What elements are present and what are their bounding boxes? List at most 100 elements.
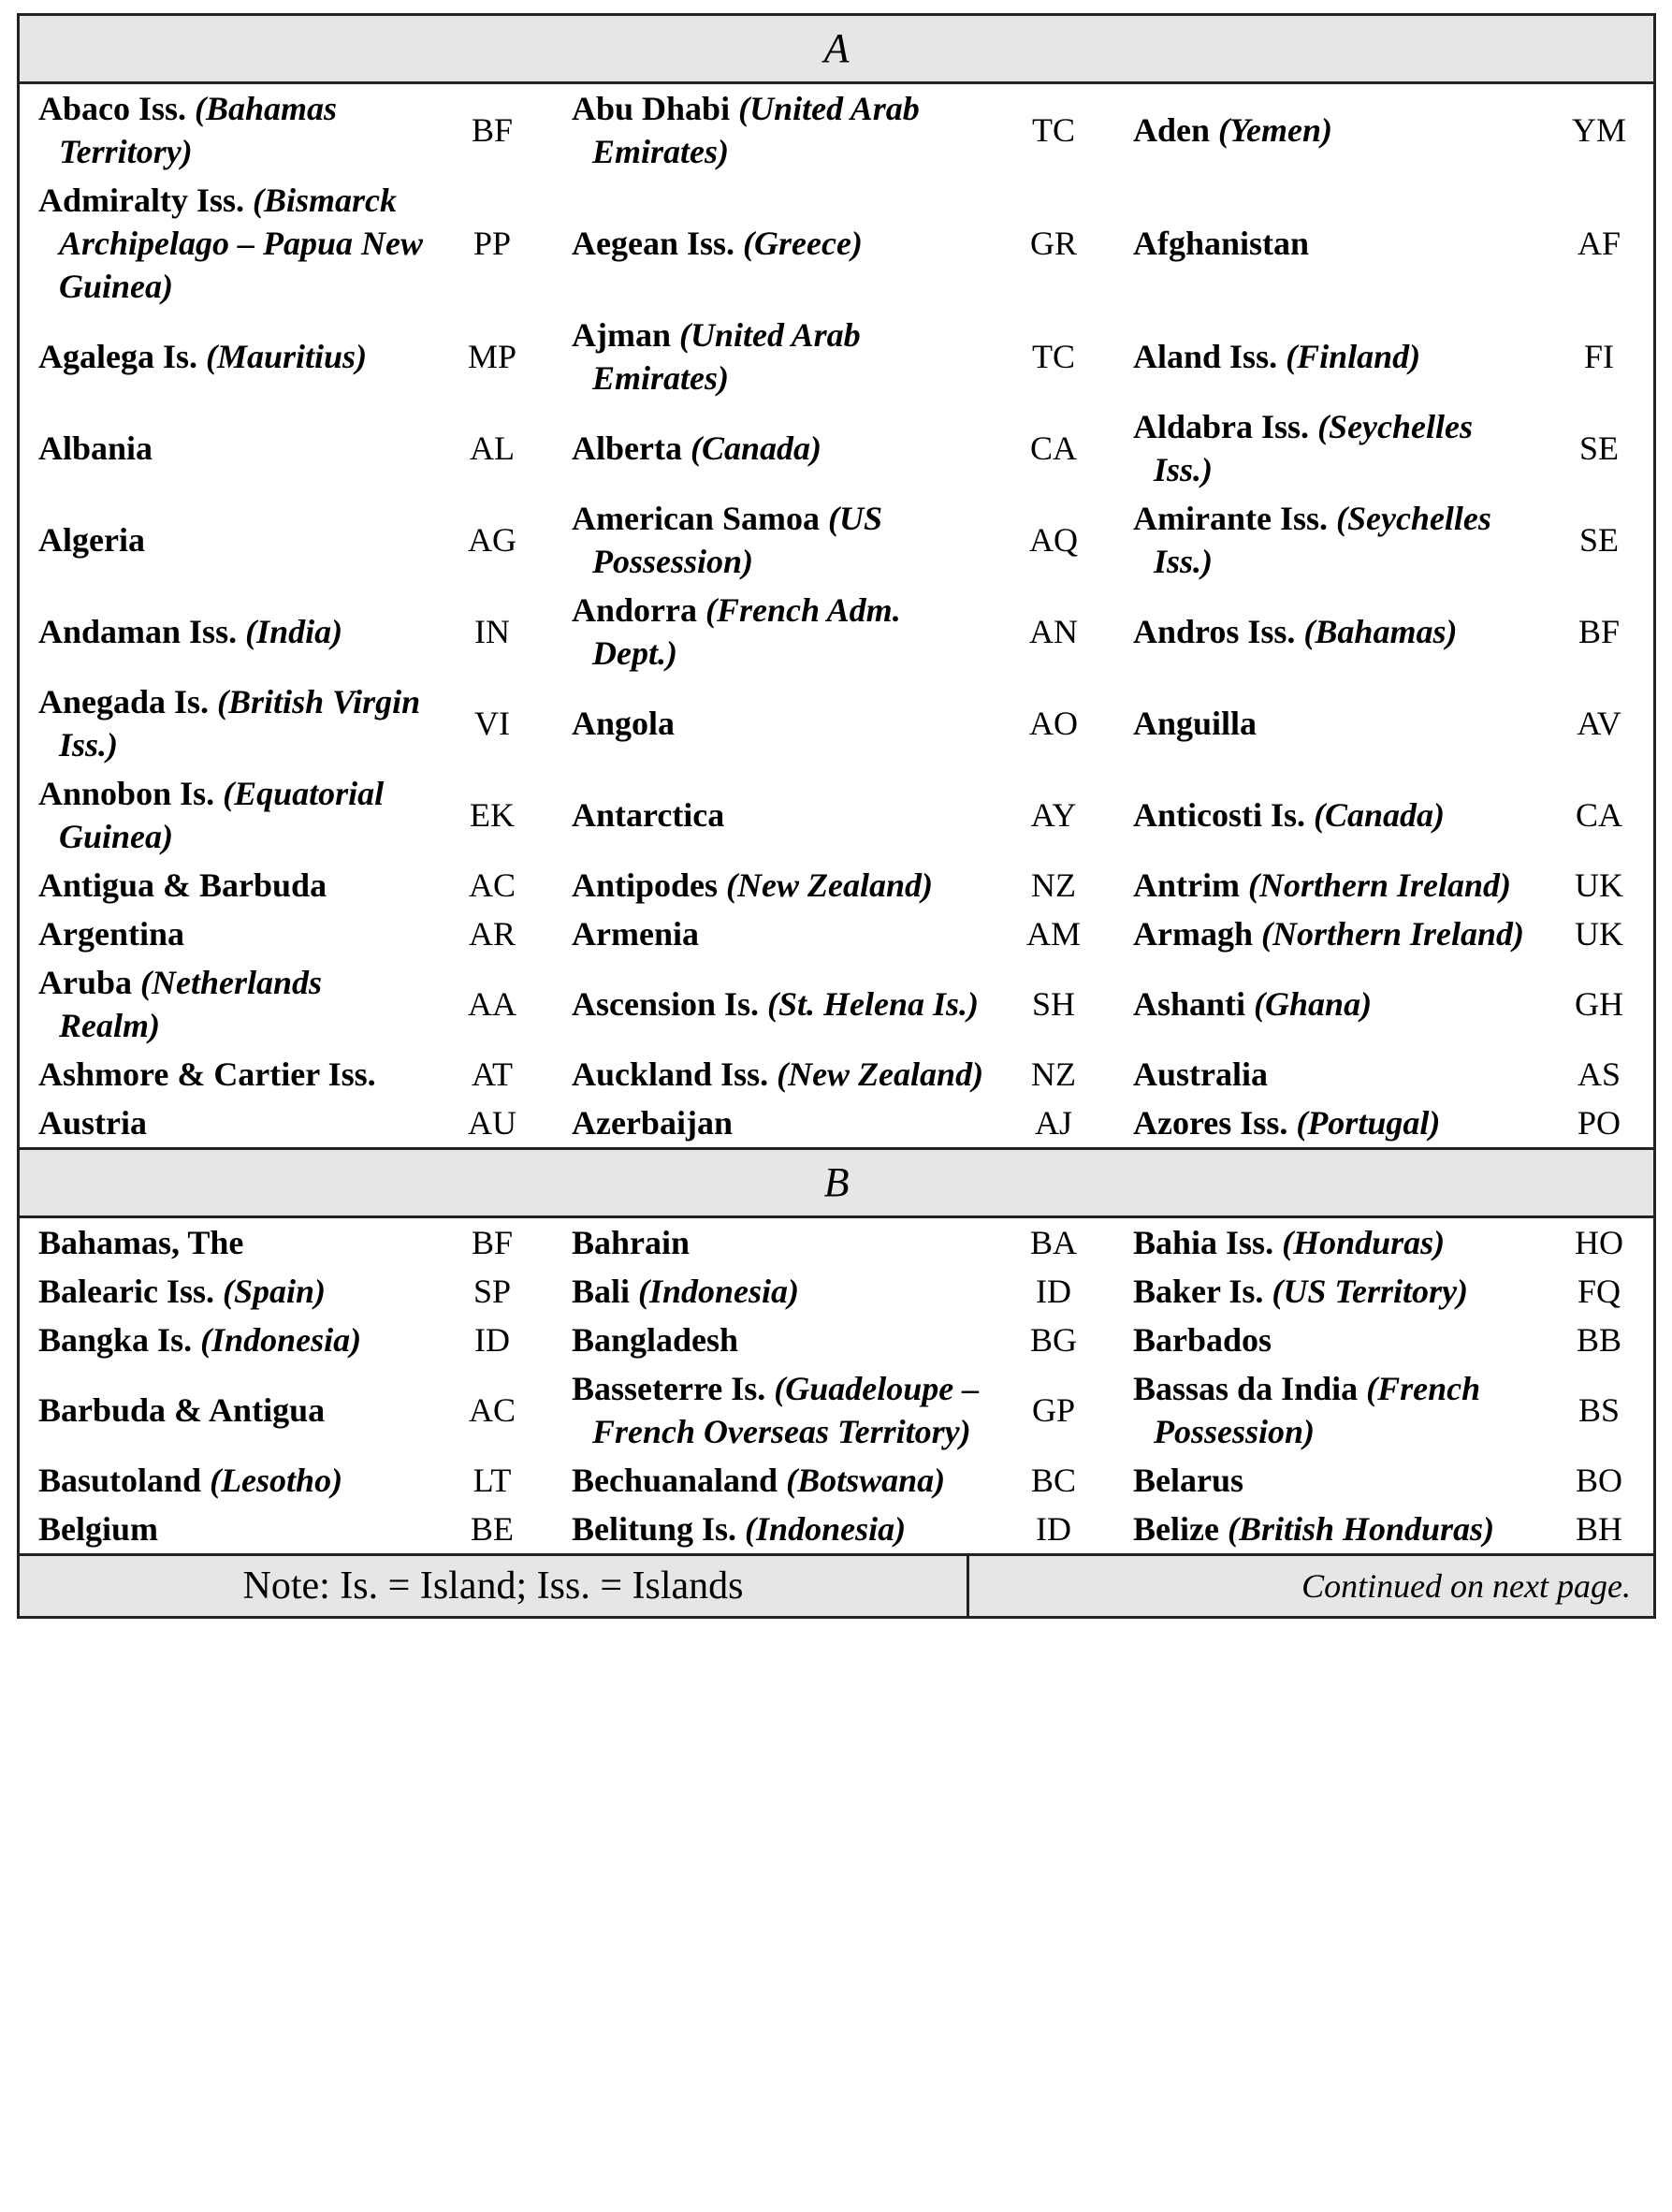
entry-text: Aruba (Netherlands Realm) xyxy=(38,961,426,1047)
place-name: Austria xyxy=(38,1104,147,1142)
entry-text: Anticosti Is. (Canada) xyxy=(1133,793,1539,837)
entry-row: Austria AU Azerbaijan AJ Azores Iss. (Portug… xyxy=(20,1099,1653,1149)
entry-name: American Samoa (US Possession) xyxy=(553,494,993,586)
entry-text: Bassas da India (French Possession) xyxy=(1133,1367,1539,1453)
place-name: Azerbaijan xyxy=(572,1104,733,1142)
entry-name: Antigua & Barbuda xyxy=(20,861,431,910)
country-code: UK xyxy=(1575,866,1624,904)
entry-text: Ascension Is. (St. Helena Is.) xyxy=(572,982,987,1026)
country-code: BH xyxy=(1576,1510,1623,1548)
entry-text: Annobon Is. (Equatorial Guinea) xyxy=(38,772,426,858)
entry-name: Bahrain xyxy=(553,1217,993,1268)
entry-name: Australia xyxy=(1114,1050,1545,1099)
entry-name: Aldabra Iss. (Seychelles Iss.) xyxy=(1114,402,1545,494)
entry-text: Bechuanaland (Botswana) xyxy=(572,1459,987,1502)
country-code: CA xyxy=(1576,796,1623,834)
place-note: (US Possession) xyxy=(592,500,882,580)
entry-name: Andaman Iss. (India) xyxy=(20,586,431,677)
index-table: A Abaco Iss. (Bahamas Territory) BF Abu Dha… xyxy=(17,13,1656,1619)
entry-text: Austria xyxy=(38,1101,426,1144)
entry-name: Balearic Iss. (Spain) xyxy=(20,1267,431,1316)
entry-name: Antrim (Northern Ireland) xyxy=(1114,861,1545,910)
place-note: (Ghana) xyxy=(1254,985,1373,1023)
place-name: Armenia xyxy=(572,915,699,953)
entry-text: Bangladesh xyxy=(572,1318,987,1361)
place-note: (Lesotho) xyxy=(210,1462,343,1499)
entry-row: Agalega Is. (Mauritius) MP Ajman (United A… xyxy=(20,311,1653,402)
country-code: GR xyxy=(1029,225,1077,262)
place-note: (New Zealand) xyxy=(726,866,934,904)
place-name: Angola xyxy=(572,705,676,742)
place-name: Australia xyxy=(1133,1055,1268,1093)
country-code: SH xyxy=(1031,985,1076,1023)
entry-name: Angola xyxy=(553,677,993,769)
entry-name: Bahia Iss. (Honduras) xyxy=(1114,1217,1545,1268)
place-name: Anticosti Is. xyxy=(1133,796,1306,834)
place-note: (British Virgin Iss.) xyxy=(59,683,421,764)
place-note: (French Adm. Dept.) xyxy=(592,591,901,672)
entry-name: Austria xyxy=(20,1099,431,1149)
country-code: BA xyxy=(1029,1224,1077,1261)
place-name: Andaman Iss. xyxy=(38,613,238,650)
country-code: BF xyxy=(1578,613,1621,650)
entry-text: Aden (Yemen) xyxy=(1133,109,1539,152)
place-note: (French Possession) xyxy=(1154,1370,1481,1450)
country-code: CA xyxy=(1029,429,1077,467)
country-code: AA xyxy=(468,985,516,1023)
country-code: PP xyxy=(473,225,512,262)
country-code: AL xyxy=(470,429,515,467)
entry-text: Belize (British Honduras) xyxy=(1133,1507,1539,1550)
place-note: (Canada) xyxy=(690,429,821,467)
entry-row: Anegada Is. (British Virgin Iss.) VI Angol… xyxy=(20,677,1653,769)
entry-text: Antarctica xyxy=(572,793,987,837)
country-code: NZ xyxy=(1031,1055,1076,1093)
entry-name: Bangka Is. (Indonesia) xyxy=(20,1316,431,1364)
country-code: AF xyxy=(1577,225,1621,262)
entry-text: Afghanistan xyxy=(1133,222,1539,265)
entry-name: Belgium xyxy=(20,1505,431,1553)
place-note: (United Arab Emirates) xyxy=(592,316,861,397)
entry-row: Argentina AR Armenia AM Armagh (Northern Ire… xyxy=(20,910,1653,958)
country-code: ID xyxy=(474,1321,510,1359)
section-header: A xyxy=(20,16,1654,84)
place-note: (Greece) xyxy=(743,225,863,262)
country-code: AS xyxy=(1577,1055,1621,1093)
place-name: Annobon Is. xyxy=(38,775,215,812)
country-code: AR xyxy=(468,915,516,953)
country-code: BS xyxy=(1578,1391,1621,1429)
entry-text: Abaco Iss. (Bahamas Territory) xyxy=(38,87,426,173)
place-name: Anguilla xyxy=(1133,705,1258,742)
place-name: Bassas da India xyxy=(1133,1370,1359,1407)
entry-name: Ashanti (Ghana) xyxy=(1114,958,1545,1050)
entry-text: Belgium xyxy=(38,1507,426,1550)
country-code: BF xyxy=(471,111,514,149)
place-note: (United Arab Emirates) xyxy=(592,90,920,170)
country-code: AG xyxy=(468,521,516,559)
place-name: Bahia Iss. xyxy=(1133,1224,1274,1261)
entry-name: Bechuanaland (Botswana) xyxy=(553,1456,993,1505)
entry-name: Azerbaijan xyxy=(553,1099,993,1149)
entry-text: Bahrain xyxy=(572,1221,987,1264)
place-name: American Samoa xyxy=(572,500,820,537)
entry-row: Admiralty Iss. (Bismarck Archipelago – P… xyxy=(20,176,1653,311)
country-code: UK xyxy=(1575,915,1624,953)
place-name: Auckland Iss. xyxy=(572,1055,769,1093)
place-name: Argentina xyxy=(38,915,184,953)
entry-name: Armenia xyxy=(553,910,993,958)
place-note: (Yemen) xyxy=(1218,111,1332,149)
place-name: Aegean Iss. xyxy=(572,225,735,262)
place-name: Aden xyxy=(1133,111,1211,149)
entry-row: Antigua & Barbuda AC Antipodes (New Zealan… xyxy=(20,861,1653,910)
place-name: Anegada Is. xyxy=(38,683,210,720)
country-code: AC xyxy=(468,866,516,904)
place-name: Ascension Is. xyxy=(572,985,760,1023)
entry-text: Barbuda & Antigua xyxy=(38,1389,426,1432)
entry-text: Anguilla xyxy=(1133,702,1539,745)
entry-name: Aruba (Netherlands Realm) xyxy=(20,958,431,1050)
place-name: Belize xyxy=(1133,1510,1219,1548)
place-name: Ajman xyxy=(572,316,671,354)
country-code: GH xyxy=(1575,985,1624,1023)
place-note: (Finland) xyxy=(1286,338,1421,375)
place-name: Antipodes xyxy=(572,866,719,904)
